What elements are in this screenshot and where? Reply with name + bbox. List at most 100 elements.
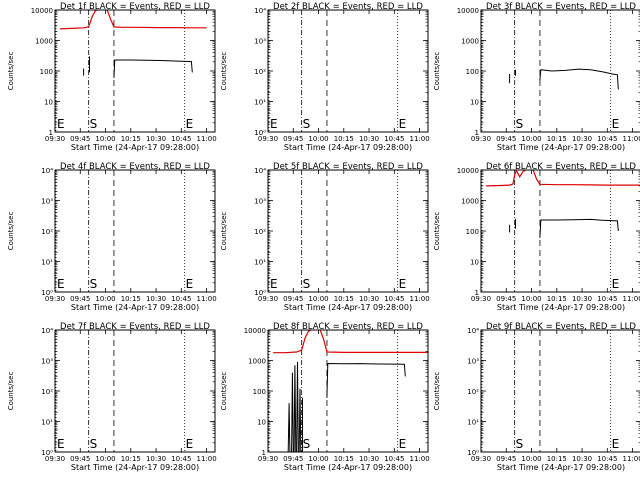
panel-title: Det 5f BLACK = Events, RED = LLD — [273, 162, 423, 172]
y-tick-label: 1000 — [35, 38, 53, 46]
x-tick-label: 11:00 — [409, 455, 429, 463]
series-line-events — [287, 403, 291, 452]
panel-title: Det 8f BLACK = Events, RED = LLD — [273, 322, 423, 332]
x-tick-label: 10:45 — [384, 455, 404, 463]
x-tick-label: 10:30 — [572, 455, 592, 463]
marker-label: E — [612, 117, 620, 131]
marker-label: S — [90, 437, 98, 451]
marker-label: E — [399, 437, 407, 451]
x-tick-label: 09:45 — [70, 135, 90, 143]
marker-label: S — [90, 117, 98, 131]
y-tick-label: 10³ — [254, 198, 266, 206]
marker-label: S — [303, 277, 311, 291]
series-line-events — [113, 59, 193, 78]
x-tick-label: 10:00 — [95, 455, 115, 463]
series-line-events — [539, 218, 619, 238]
x-tick-label: 10:00 — [308, 455, 328, 463]
series-group — [273, 330, 428, 452]
y-tick-label: 10³ — [467, 358, 479, 366]
detector-panel-3: Det 3f BLACK = Events, RED = LLD S E 09:30 0… — [433, 2, 640, 152]
marker-label: S — [90, 277, 98, 291]
y-tick-label: 10⁴ — [41, 167, 53, 175]
x-tick-label: 09:45 — [283, 295, 303, 303]
x-tick-label: 10:15 — [121, 135, 141, 143]
x-tick-label: 09:30 — [258, 455, 278, 463]
x-tick-label: 10:30 — [359, 135, 379, 143]
x-tick-label: 10:45 — [597, 455, 617, 463]
x-tick-label: 11:00 — [409, 135, 429, 143]
y-tick-label: 10000 — [457, 167, 479, 175]
series-line-events — [326, 362, 406, 398]
y-axis-label: Counts/sec — [433, 372, 441, 411]
y-axis-label: Counts/sec — [7, 52, 15, 91]
marker-label: S — [516, 437, 524, 451]
marker-label: E — [399, 117, 407, 131]
x-tick-label: 10:15 — [334, 135, 354, 143]
y-tick-label: 10 — [470, 259, 479, 267]
x-tick-label: 09:30 — [258, 295, 278, 303]
x-tick-label: 10:30 — [359, 295, 379, 303]
detector-panel-6: Det 6f BLACK = Events, RED = LLD E 09:30 09… — [433, 162, 640, 312]
y-tick-label: 10⁰ — [254, 129, 266, 137]
x-tick-label: 10:45 — [597, 135, 617, 143]
x-axis-label: Start Time (24-Apr-17 09:28:00) — [284, 143, 412, 152]
y-tick-label: 10³ — [254, 38, 266, 46]
x-axis-label: Start Time (24-Apr-17 09:28:00) — [497, 463, 625, 472]
y-tick-label: 10⁴ — [254, 167, 266, 175]
y-tick-label: 100 — [40, 68, 53, 76]
x-tick-label: 09:45 — [496, 295, 516, 303]
marker-label: E — [57, 117, 65, 131]
x-tick-label: 10:30 — [146, 295, 166, 303]
x-axis-label: Start Time (24-Apr-17 09:28:00) — [71, 463, 199, 472]
marker-label: E — [612, 437, 620, 451]
x-tick-label: 10:30 — [572, 135, 592, 143]
y-tick-label: 10 — [257, 419, 266, 427]
y-axis-label: Counts/sec — [220, 212, 228, 251]
x-tick-label: 10:30 — [572, 295, 592, 303]
x-tick-label: 11:00 — [622, 295, 640, 303]
y-tick-label: 10² — [467, 388, 479, 396]
x-tick-label: 10:45 — [171, 455, 191, 463]
x-axis-label: Start Time (24-Apr-17 09:28:00) — [497, 143, 625, 152]
y-tick-label: 100 — [466, 228, 479, 236]
y-tick-label: 10³ — [41, 358, 53, 366]
x-axis-label: Start Time (24-Apr-17 09:28:00) — [71, 143, 199, 152]
y-tick-label: 10¹ — [467, 419, 479, 427]
x-tick-label: 10:00 — [308, 295, 328, 303]
marker-label: E — [57, 277, 65, 291]
x-tick-label: 09:45 — [70, 455, 90, 463]
marker-label: S — [303, 437, 311, 451]
x-tick-label: 09:30 — [471, 295, 491, 303]
y-tick-label: 10 — [470, 99, 479, 107]
x-tick-label: 10:30 — [359, 455, 379, 463]
y-tick-label: 10¹ — [41, 259, 53, 267]
x-tick-label: 10:30 — [146, 135, 166, 143]
series-group — [486, 170, 640, 238]
x-tick-label: 10:45 — [384, 295, 404, 303]
x-tick-label: 10:15 — [547, 135, 567, 143]
y-axis-label: Counts/sec — [433, 52, 441, 91]
x-tick-label: 11:00 — [622, 455, 640, 463]
y-axis-label: Counts/sec — [7, 372, 15, 411]
marker-label: E — [270, 117, 278, 131]
y-tick-label: 1 — [475, 129, 479, 137]
panel-title: Det 4f BLACK = Events, RED = LLD — [60, 162, 210, 172]
x-tick-label: 10:15 — [547, 455, 567, 463]
x-tick-label: 10:00 — [95, 135, 115, 143]
detector-panel-1: Det 1f BLACK = Events, RED = LLD E S E 09:30… — [7, 2, 217, 152]
x-tick-label: 09:45 — [496, 455, 516, 463]
x-tick-label: 10:15 — [334, 455, 354, 463]
y-tick-label: 1000 — [461, 38, 479, 46]
y-tick-label: 10⁰ — [41, 449, 53, 457]
y-tick-label: 10 — [44, 99, 53, 107]
detector-panel-4: Det 4f BLACK = Events, RED = LLD E S E 09:30… — [7, 162, 217, 312]
x-tick-label: 09:45 — [496, 135, 516, 143]
x-tick-label: 09:30 — [471, 135, 491, 143]
panel-title: Det 1f BLACK = Events, RED = LLD — [60, 2, 210, 12]
x-tick-label: 10:15 — [121, 455, 141, 463]
x-tick-label: 10:00 — [521, 135, 541, 143]
y-tick-label: 10² — [41, 228, 53, 236]
series-line-lld — [273, 330, 428, 354]
y-tick-label: 10² — [41, 388, 53, 396]
